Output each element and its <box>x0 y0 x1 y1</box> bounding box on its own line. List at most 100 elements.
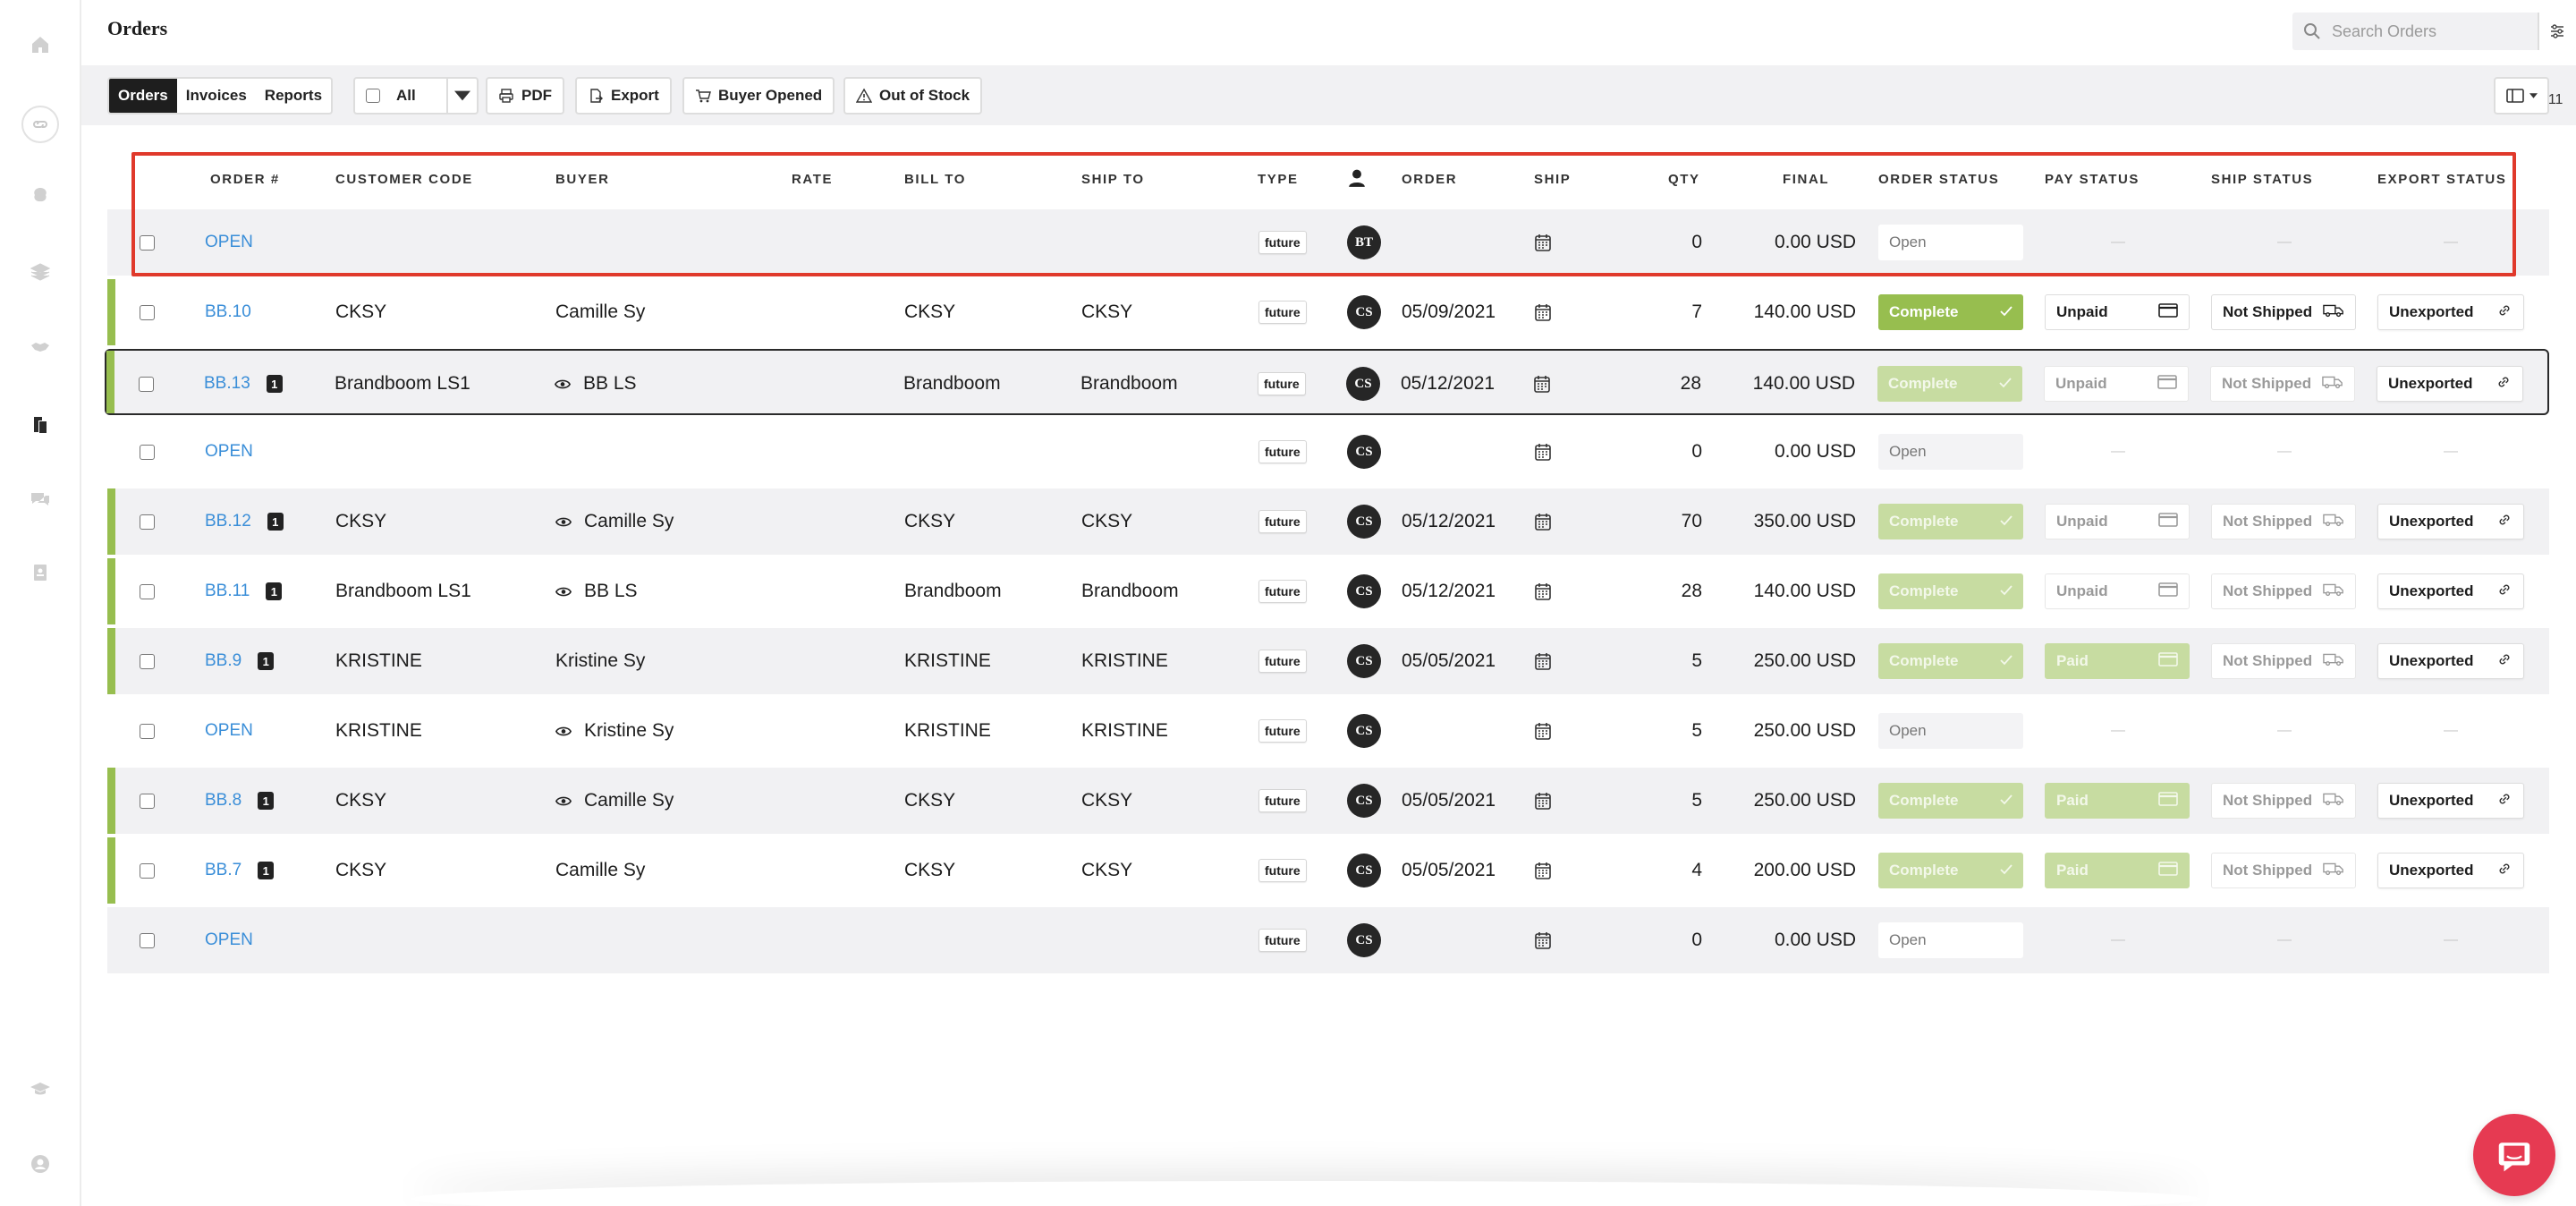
export-status-pill[interactable]: Unexported <box>2377 294 2524 330</box>
col-pay-status[interactable]: PAY STATUS <box>2045 172 2140 187</box>
calendar-icon[interactable] <box>1533 351 1551 417</box>
pay-status-pill[interactable]: Paid <box>2045 643 2190 679</box>
col-export-status[interactable]: EXPORT STATUS <box>2377 172 2507 187</box>
row-checkbox[interactable] <box>140 862 155 879</box>
tab-invoices[interactable]: Invoices <box>185 87 247 104</box>
avatar[interactable]: CS <box>1347 295 1381 329</box>
row-checkbox[interactable] <box>140 723 155 739</box>
documents-icon[interactable] <box>24 408 56 440</box>
calendar-icon[interactable] <box>1534 279 1552 345</box>
col-order-number[interactable]: ORDER # <box>210 172 280 187</box>
row-checkbox[interactable] <box>140 793 155 809</box>
calendar-icon[interactable] <box>1534 907 1552 973</box>
order-status-pill[interactable]: Open <box>1878 922 2023 958</box>
row-checkbox[interactable] <box>140 932 155 948</box>
table-row[interactable]: BB.10 CKSY Camille Sy CKSY CKSY future CS 05/09… <box>107 279 2549 345</box>
pay-status-pill[interactable]: Paid <box>2045 853 2190 888</box>
order-status-pill[interactable]: Complete <box>1878 783 2023 819</box>
col-order-date[interactable]: ORDER <box>1402 172 1458 187</box>
calendar-icon[interactable] <box>1534 698 1552 764</box>
contacts-icon[interactable] <box>24 556 56 589</box>
order-number-link[interactable]: BB.9 <box>205 651 242 670</box>
col-ship-to[interactable]: SHIP TO <box>1081 172 1145 187</box>
row-checkbox[interactable] <box>140 304 155 320</box>
avatar[interactable]: CS <box>1347 644 1381 678</box>
order-number-link[interactable]: BB.7 <box>205 861 242 879</box>
order-number-link[interactable]: BB.11 <box>205 582 250 600</box>
calendar-icon[interactable] <box>1534 837 1552 904</box>
export-status-pill[interactable]: Unexported <box>2377 366 2523 402</box>
export-status-pill[interactable]: Unexported <box>2377 643 2524 679</box>
row-checkbox[interactable] <box>140 234 155 251</box>
order-status-pill[interactable]: Complete <box>1878 294 2023 330</box>
order-status-pill[interactable]: Complete <box>1878 573 2023 609</box>
select-all-dropdown[interactable]: All <box>353 77 479 115</box>
order-number-link[interactable]: BB.13 <box>204 374 250 393</box>
handshake-icon[interactable] <box>24 331 56 363</box>
calendar-icon[interactable] <box>1534 628 1552 694</box>
table-row[interactable]: BB.8 1 CKSY Camille Sy CKSY CKSY future CS 05/05… <box>107 768 2549 834</box>
export-status-pill[interactable]: Unexported <box>2377 504 2524 539</box>
pay-status-pill[interactable]: Unpaid <box>2045 504 2190 539</box>
order-status-pill[interactable]: Complete <box>1877 366 2022 402</box>
select-all-checkbox[interactable] <box>366 89 380 103</box>
layers-icon[interactable] <box>24 256 56 288</box>
table-row[interactable]: OPEN future BT 0 0.00 USD Open — — — <box>107 209 2549 276</box>
order-number-link[interactable]: OPEN <box>205 233 253 251</box>
row-checkbox[interactable] <box>140 583 155 599</box>
col-type[interactable]: TYPE <box>1258 172 1299 187</box>
ship-status-pill[interactable]: Not Shipped <box>2211 504 2356 539</box>
tab-reports[interactable]: Reports <box>264 87 323 104</box>
chevron-down-icon[interactable] <box>446 79 477 113</box>
export-status-pill[interactable]: Unexported <box>2377 783 2524 819</box>
order-status-pill[interactable]: Complete <box>1878 853 2023 888</box>
table-row[interactable]: OPEN KRISTINE Kristine Sy KRISTINE KRISTINE f… <box>107 698 2549 764</box>
table-row[interactable]: BB.12 1 CKSY Camille Sy CKSY CKSY future CS 05/1… <box>107 488 2549 555</box>
order-number-link[interactable]: OPEN <box>205 442 253 461</box>
col-buyer[interactable]: BUYER <box>555 172 610 187</box>
table-row[interactable]: OPEN future CS 0 0.00 USD Open — — — <box>107 419 2549 485</box>
avatar[interactable]: CS <box>1346 367 1380 401</box>
table-row[interactable]: BB.13 1 Brandboom LS1 BB LS Brandboom Brandbo… <box>105 349 2549 415</box>
pay-status-pill[interactable]: Unpaid <box>2045 573 2190 609</box>
home-icon[interactable] <box>24 29 56 61</box>
calendar-icon[interactable] <box>1534 419 1552 485</box>
calendar-icon[interactable] <box>1534 488 1552 555</box>
order-number-link[interactable]: BB.8 <box>205 791 242 810</box>
table-row[interactable]: BB.11 1 Brandboom LS1 BB LS Brandboom Brandbo… <box>107 558 2549 624</box>
out-of-stock-button[interactable]: Out of Stock <box>843 77 983 115</box>
row-checkbox[interactable] <box>140 653 155 669</box>
row-checkbox[interactable] <box>140 444 155 460</box>
ship-status-pill[interactable]: Not Shipped <box>2211 853 2356 888</box>
order-status-pill[interactable]: Open <box>1878 713 2023 749</box>
avatar[interactable]: BT <box>1347 225 1381 259</box>
buyer-opened-button[interactable]: Buyer Opened <box>682 77 835 115</box>
table-row[interactable]: BB.9 1 KRISTINE Kristine Sy KRISTINE KRISTINE… <box>107 628 2549 694</box>
order-number-link[interactable]: BB.10 <box>205 302 251 321</box>
col-customer-code[interactable]: CUSTOMER CODE <box>335 172 473 187</box>
chat-icon[interactable] <box>24 483 56 515</box>
link-icon[interactable] <box>21 106 59 143</box>
avatar[interactable]: CS <box>1347 505 1381 539</box>
table-row[interactable]: OPEN future CS 0 0.00 USD Open — — — <box>107 907 2549 973</box>
col-rate[interactable]: RATE <box>792 172 834 187</box>
row-checkbox[interactable] <box>140 514 155 530</box>
ship-status-pill[interactable]: Not Shipped <box>2210 366 2355 402</box>
pay-status-pill[interactable]: Unpaid <box>2044 366 2189 402</box>
ship-status-pill[interactable]: Not Shipped <box>2211 783 2356 819</box>
ship-status-pill[interactable]: Not Shipped <box>2211 573 2356 609</box>
col-order-status[interactable]: ORDER STATUS <box>1878 172 2000 187</box>
avatar[interactable]: CS <box>1347 714 1381 748</box>
avatar[interactable]: CS <box>1347 923 1381 957</box>
table-row[interactable]: BB.7 1 CKSY Camille Sy CKSY CKSY future CS 05/05… <box>107 837 2549 904</box>
user-icon[interactable] <box>24 1148 56 1180</box>
filter-button[interactable] <box>2538 13 2575 50</box>
pay-status-pill[interactable]: Unpaid <box>2045 294 2190 330</box>
calendar-icon[interactable] <box>1534 768 1552 834</box>
row-checkbox[interactable] <box>139 376 154 392</box>
ship-status-pill[interactable]: Not Shipped <box>2211 294 2356 330</box>
export-button[interactable]: Export <box>575 77 672 115</box>
tab-orders[interactable]: Orders <box>109 79 177 113</box>
brain-icon[interactable] <box>24 179 56 211</box>
search-input[interactable] <box>2332 21 2511 41</box>
